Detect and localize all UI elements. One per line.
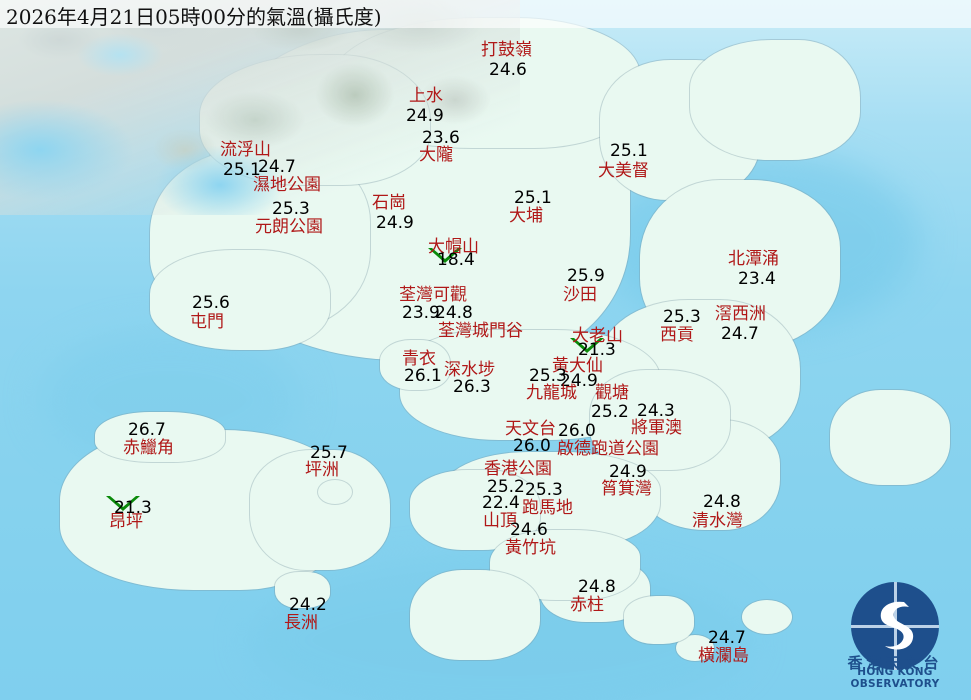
- station-temperature: 23.4: [738, 269, 776, 289]
- station-name: 荃灣城門谷: [438, 321, 523, 341]
- station-name: 荃灣可觀: [399, 285, 467, 305]
- station-name: 沙田: [563, 285, 597, 305]
- station-temperature: 24.9: [560, 371, 598, 391]
- station-name: 昂坪: [109, 512, 143, 532]
- station-temperature: 24.3: [637, 401, 675, 421]
- station-name: 大隴: [419, 145, 453, 165]
- station-name: 山頂: [483, 511, 517, 531]
- land-cheung-chau: [275, 572, 330, 608]
- station-temperature: 24.7: [258, 157, 296, 177]
- station-temperature: 26.0: [513, 436, 551, 456]
- station-name: 濕地公園: [253, 175, 321, 195]
- land-islet-po-toi: [742, 600, 792, 634]
- station-temperature: 25.2: [591, 402, 629, 422]
- station-name: 西貢: [660, 325, 694, 345]
- station-name: 赤柱: [570, 595, 604, 615]
- station-temperature: 21.3: [114, 498, 152, 518]
- station-name: 香港公園: [484, 459, 552, 479]
- station-temperature: 18.4: [437, 250, 475, 270]
- station-name: 大美督: [598, 161, 649, 181]
- land-islet-ne: [830, 390, 950, 485]
- station-temperature: 21.3: [578, 340, 616, 360]
- station-temperature: 25.3: [663, 307, 701, 327]
- land-tuen-mun: [150, 250, 330, 350]
- station-name: 黃大仙: [552, 356, 603, 376]
- station-name: 坪洲: [305, 460, 339, 480]
- station-marker-triangle-icon: [570, 338, 604, 353]
- station-temperature: 25.1: [223, 160, 261, 180]
- title-bar: 2026年4月21日05時00分的氣溫(攝氏度): [0, 0, 971, 29]
- station-temperature: 23.9: [402, 303, 440, 323]
- station-temperature: 26.7: [128, 420, 166, 440]
- station-temperature: 24.8: [435, 303, 473, 323]
- logo-english-name: HONG KONG OBSERVATORY: [850, 666, 940, 690]
- station-name: 打鼓嶺: [481, 40, 532, 60]
- land-outlying-east: [624, 596, 694, 644]
- station-marker-triangle-icon: [428, 248, 462, 263]
- station-name: 滘西洲: [715, 304, 766, 324]
- satellite-water-mask: [0, 0, 520, 215]
- station-temperature: 24.7: [708, 628, 746, 648]
- land-chek-lap-kok: [95, 412, 225, 462]
- station-temperature: 24.6: [510, 520, 548, 540]
- land-plover-cove: [690, 40, 860, 160]
- station-temperature: 26.0: [558, 421, 596, 441]
- station-name: 赤鱲角: [123, 438, 174, 458]
- station-temperature: 25.2: [487, 477, 525, 497]
- logo-s-glyph: [880, 601, 914, 650]
- station-temperature: 25.1: [514, 188, 552, 208]
- station-temperature: 24.6: [489, 60, 527, 80]
- station-name: 黃竹坑: [505, 538, 556, 558]
- station-temperature: 25.1: [610, 141, 648, 161]
- land-lantau-east: [250, 450, 390, 570]
- logo-chinese-name: 香港天文台: [847, 654, 943, 672]
- station-temperature: 25.3: [529, 366, 567, 386]
- station-name: 跑馬地: [522, 498, 573, 518]
- station-name: 大埔: [509, 206, 543, 226]
- land-peng-chau: [318, 480, 352, 504]
- station-temperature: 26.1: [404, 366, 442, 386]
- station-name: 屯門: [190, 312, 224, 332]
- station-temperature: 25.7: [310, 443, 348, 463]
- station-name: 深水埗: [444, 360, 495, 380]
- station-temperature: 25.3: [525, 480, 563, 500]
- station-temperature: 23.6: [422, 128, 460, 148]
- station-name: 大老山: [572, 326, 623, 346]
- station-name: 青衣: [402, 349, 436, 369]
- station-name: 元朗公園: [255, 217, 323, 237]
- station-name: 石崗: [372, 193, 406, 213]
- station-name: 筲箕灣: [601, 479, 652, 499]
- station-name: 九龍城: [526, 383, 577, 403]
- station-name: 觀塘: [595, 383, 629, 403]
- hko-logo: 香港天文台 HONG KONG OBSERVATORY: [829, 582, 961, 692]
- station-temperature: 24.9: [376, 213, 414, 233]
- station-name: 天文台: [505, 419, 556, 439]
- land-lamma: [410, 570, 540, 660]
- station-name: 將軍澳: [631, 418, 682, 438]
- station-temperature: 26.3: [453, 377, 491, 397]
- land-tsing-yi: [380, 340, 450, 390]
- station-temperature: 24.8: [703, 492, 741, 512]
- station-temperature: 25.3: [272, 199, 310, 219]
- station-temperature: 25.9: [567, 266, 605, 286]
- station-temperature: 24.9: [609, 462, 647, 482]
- station-name: 大帽山: [428, 237, 479, 257]
- station-name: 北潭涌: [728, 249, 779, 269]
- station-temperature: 24.2: [289, 595, 327, 615]
- station-name: 橫瀾島: [698, 646, 749, 666]
- station-temperature: 24.9: [406, 106, 444, 126]
- station-marker-triangle-icon: [106, 496, 140, 511]
- station-name: 流浮山: [220, 140, 271, 160]
- station-name: 清水灣: [692, 511, 743, 531]
- land-tseung-kwan-o: [590, 370, 730, 470]
- page-title: 2026年4月21日05時00分的氣溫(攝氏度): [6, 5, 382, 29]
- station-temperature: 25.6: [192, 293, 230, 313]
- station-name: 啟德跑道公園: [557, 439, 659, 459]
- station-temperature: 24.8: [578, 577, 616, 597]
- station-temperature: 22.4: [482, 493, 520, 513]
- station-name: 上水: [409, 86, 443, 106]
- station-temperature: 24.7: [721, 324, 759, 344]
- station-name: 長洲: [284, 613, 318, 633]
